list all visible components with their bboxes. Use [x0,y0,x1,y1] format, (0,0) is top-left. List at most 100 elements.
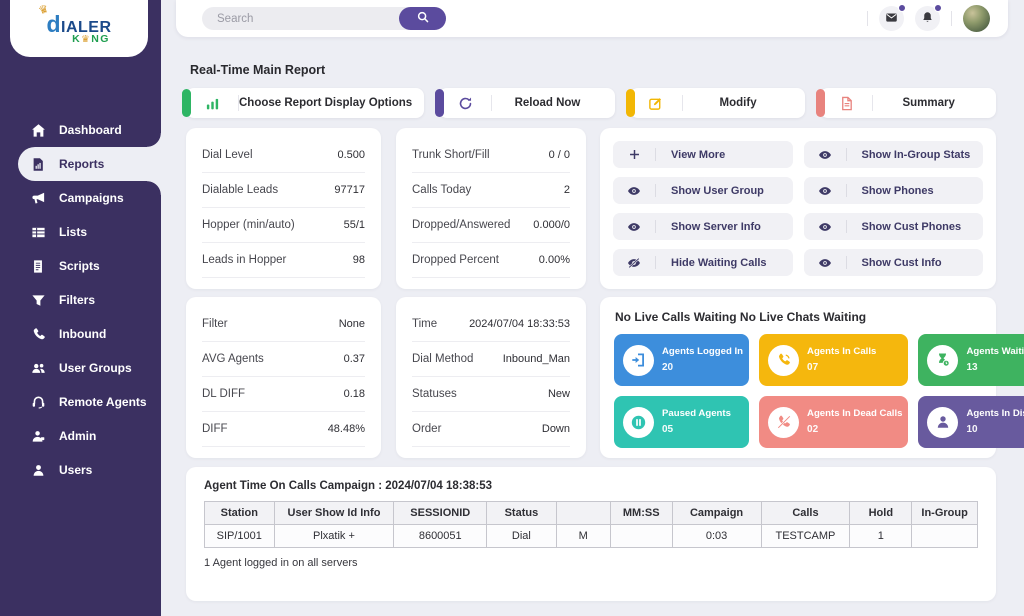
choose-report-display-options-button[interactable]: Choose Report Display Options [182,88,425,118]
divider [655,148,656,161]
agents-cards-grid: Agents Logged In 20 Agents In Calls 07 Age… [614,334,1024,448]
sidebar-item-dashboard[interactable]: Dashboard [0,113,161,147]
stat-value: 0.500 [337,149,365,161]
stat-label: DIFF [202,423,228,435]
stat-value: 0.00% [538,254,570,266]
notification-dot [934,4,942,12]
agent-card-value: 13 [966,361,978,373]
sidebar-item-lists[interactable]: Lists [0,215,161,249]
button-label: Show Cust Info [861,256,942,269]
stat-value: 0.000/0 [533,219,570,231]
filter-icon [30,292,46,308]
sidebar: Dashboard Reports Campaigns Lists Script… [0,0,161,616]
column-header: User Show Id Info [273,501,395,525]
stat-label: Statuses [412,388,457,400]
show-server-info-button[interactable]: Show Server Info [613,213,793,240]
summary-doc-icon [820,96,872,111]
view-more-button[interactable]: View More [613,141,793,168]
column-header: Calls [760,501,851,525]
sidebar-item-campaigns[interactable]: Campaigns [0,181,161,215]
phone-icon [30,326,46,342]
hide-waiting-calls-button[interactable]: Hide Waiting Calls [613,249,793,276]
report-actions-row: Choose Report Display Options Reload Now… [182,88,996,118]
stat-row: Dial Level 0.500 [202,138,365,173]
sidebar-menu: Dashboard Reports Campaigns Lists Script… [0,113,161,487]
divider [845,256,847,269]
show-in-group-stats-button[interactable]: Show In-Group Stats [803,141,983,168]
divider [491,95,493,111]
divider [845,148,847,161]
brand-logo[interactable]: ♛ dIALER K♛NG [10,0,148,57]
column-header: Status [486,501,557,525]
messages-button[interactable] [879,4,906,31]
stat-label: DL DIFF [202,388,246,400]
sidebar-item-reports[interactable]: Reports [18,133,161,195]
stat-row: Dropped Percent 0.00% [412,243,570,278]
sidebar-item-filters[interactable]: Filters [0,283,161,317]
show-user-group-button[interactable]: Show User Group [613,177,793,204]
stat-label: Dial Method [412,353,474,365]
sidebar-item-label: Reports [59,157,105,171]
eye-icon [804,256,846,270]
stat-row: Statuses New [412,377,570,412]
topbar [176,0,1008,37]
sidebar-item-user-groups[interactable]: User Groups [0,351,161,385]
stat-value: 2 [563,184,570,196]
search-input[interactable] [202,12,399,25]
sidebar-item-users[interactable]: Users [0,453,161,487]
stat-label: AVG Agents [202,353,264,365]
table-cell [609,524,673,548]
button-label: Show User Group [671,184,764,197]
stat-row: AVG Agents 0.37 [202,342,365,377]
login-icon [623,344,654,376]
summary-button[interactable]: Summary [816,88,996,118]
sidebar-item-remote-agents[interactable]: Remote Agents [0,385,161,419]
stat-label: Trunk Short/Fill [412,149,490,161]
sidebar-item-label: Campaigns [59,191,124,205]
eye-icon [804,220,846,234]
column-header: In-Group [911,501,978,525]
search-box [202,7,446,30]
home-icon [30,122,46,138]
phone-call-icon [768,344,800,376]
show-cust-phones-button[interactable]: Show Cust Phones [803,213,983,240]
sidebar-item-label: Lists [59,225,88,239]
notifications-button[interactable] [915,4,942,31]
stat-row: Dialable Leads 97717 [202,173,365,208]
column-header: Station [204,501,275,525]
sidebar-item-admin[interactable]: Admin [0,419,161,453]
time-stats-card: Time 2024/07/04 18:33:53 Dial Method Inbou… [396,297,586,458]
brand-logo-wordmark: ♛ dIALER [38,2,111,36]
sidebar-item-inbound[interactable]: Inbound [0,317,161,351]
agents-logged-in-summary: 1 Agent logged in on all servers [204,557,358,569]
sidebar-item-scripts[interactable]: Scripts [0,249,161,283]
sidebar-item-label: Inbound [59,327,107,341]
stat-label: Calls Today [412,184,472,196]
bar-chart-icon [186,96,238,111]
stat-row: Calls Today 2 [412,173,570,208]
agents-logged-in-card: Agents Logged In 20 [614,334,750,386]
table-header-row: Station User Show Id Info SESSIONID Stat… [204,501,978,525]
show-cust-info-button[interactable]: Show Cust Info [803,249,983,276]
divider [845,184,847,197]
user-avatar[interactable] [963,5,990,32]
stat-value: Inbound_Man [502,353,570,365]
show-phones-button[interactable]: Show Phones [803,177,983,204]
list-grid-icon [30,224,46,240]
sidebar-item-label: Scripts [59,259,100,273]
reload-now-button[interactable]: Reload Now [435,88,615,118]
filter-stats-card: Filter None AVG Agents 0.37 DL DIFF 0.18 DI… [186,297,381,458]
mail-icon [885,11,898,27]
hourglass-clock-icon [927,344,959,376]
modify-button[interactable]: Modify [625,88,806,118]
person-icon [927,406,959,438]
eye-slash-icon [613,256,655,270]
stat-value: 0.37 [343,353,365,365]
search-button[interactable] [399,7,446,30]
agent-card-label: Agents In Calls [807,346,877,358]
agent-card-value: 10 [966,423,978,435]
divider [655,256,656,269]
stat-label: Order [412,423,442,435]
agents-status-panel: No Live Calls Waiting No Live Chats Wait… [600,297,1024,458]
table-cell: 1 [849,524,913,548]
